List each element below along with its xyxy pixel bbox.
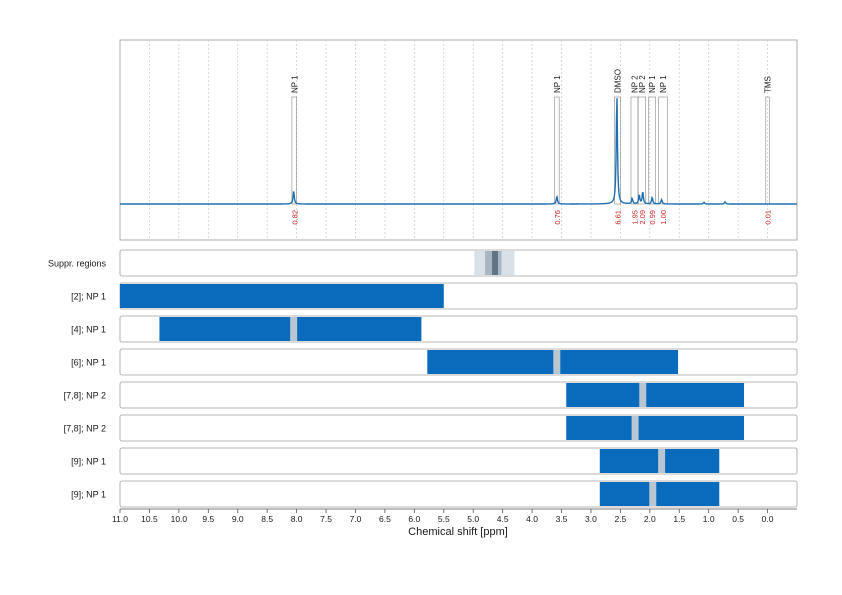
range-gap xyxy=(631,416,639,440)
integral-value: 1.95 xyxy=(631,210,640,225)
x-tick-label: 11.0 xyxy=(112,514,128,524)
x-tick-label: 1.0 xyxy=(703,514,715,524)
peak-label: TMS xyxy=(764,76,773,93)
x-tick-label: 7.0 xyxy=(350,514,362,524)
peak-label: NP 1 xyxy=(659,75,668,93)
suppression-panel: Suppr. regions xyxy=(48,249,798,277)
x-axis-label: Chemical shift [ppm] xyxy=(408,526,508,538)
integral-value: 2.09 xyxy=(638,210,647,225)
x-tick-label: 8.5 xyxy=(261,514,273,524)
range-bar xyxy=(566,416,745,440)
spectrum-line xyxy=(120,98,797,205)
x-tick-label: 0.5 xyxy=(732,514,744,524)
range-bar xyxy=(599,482,720,506)
spectrum-frame xyxy=(119,39,798,241)
peak-label: NP 1 xyxy=(290,75,299,93)
range-row-label: [7,8]; NP 2 xyxy=(64,424,106,434)
x-tick-label: 9.0 xyxy=(232,514,244,524)
x-tick-label: 6.0 xyxy=(408,514,420,524)
x-tick-label: 10.0 xyxy=(171,514,188,524)
range-gap xyxy=(639,383,647,407)
peak-box xyxy=(637,96,647,205)
x-tick-label: 9.5 xyxy=(202,514,214,524)
range-row-label: [9]; NP 1 xyxy=(71,457,106,467)
x-tick-label: 3.0 xyxy=(585,514,597,524)
peak-label: NP 2 xyxy=(631,75,640,93)
x-tick-label: 2.0 xyxy=(644,514,656,524)
suppression-label: Suppr. regions xyxy=(48,259,107,269)
suppression-region-core xyxy=(492,251,498,275)
x-tick-label: 6.5 xyxy=(379,514,391,524)
integral-value: 0.01 xyxy=(764,210,773,225)
range-bar xyxy=(566,383,745,407)
x-tick-label: 5.0 xyxy=(467,514,479,524)
suppression-row-frame xyxy=(119,249,798,277)
integral-value: 1.00 xyxy=(659,210,668,225)
range-row-label: [2]; NP 1 xyxy=(71,292,106,302)
x-tick-label: 4.5 xyxy=(497,514,509,524)
range-gap xyxy=(658,449,666,473)
range-row-label: [6]; NP 1 xyxy=(71,358,106,368)
range-gap xyxy=(290,317,298,341)
x-tick-label: 7.5 xyxy=(320,514,332,524)
peak-box xyxy=(658,96,668,205)
spectrum-panel: NP 1 0.82 NP 1 0.76 DMSO 6.61 NP 2 1.95 NP 2 2.09… xyxy=(119,39,798,241)
range-row-label: [4]; NP 1 xyxy=(71,325,106,335)
peak-box xyxy=(291,96,297,205)
integral-value: 6.61 xyxy=(613,210,622,225)
peak-label: NP 1 xyxy=(553,75,562,93)
integral-value: 0.99 xyxy=(648,210,657,225)
x-tick-label: 10.5 xyxy=(141,514,158,524)
x-axis: 11.0 10.5 10.0 9.5 9.0 8.5 8.0 7.5 7.0 6.5 6.0 5.5 5… xyxy=(112,508,797,524)
x-tick-label: 5.5 xyxy=(438,514,450,524)
range-gap xyxy=(553,350,561,374)
range-gap xyxy=(649,482,657,506)
integral-value: 0.82 xyxy=(290,210,299,225)
range-rows-panel: [2]; NP 1 [4]; NP 1 [6]; NP 1 [7,8]; NP 2 [7… xyxy=(64,282,798,508)
peak-label: NP 1 xyxy=(648,75,657,93)
range-bar xyxy=(120,284,444,308)
x-tick-label: 0.0 xyxy=(762,514,774,524)
peak-box xyxy=(614,96,621,205)
integral-value: 0.76 xyxy=(553,210,562,225)
peak-box xyxy=(554,96,560,205)
peak-label: NP 2 xyxy=(638,75,647,93)
x-tick-label: 8.0 xyxy=(291,514,303,524)
x-tick-label: 3.5 xyxy=(556,514,568,524)
peak-box xyxy=(648,96,657,205)
x-tick-label: 2.5 xyxy=(614,514,626,524)
x-tick-label: 4.0 xyxy=(526,514,538,524)
range-bar xyxy=(427,350,679,374)
x-tick-label: 1.5 xyxy=(673,514,685,524)
range-row-label: [9]; NP 1 xyxy=(71,490,106,500)
peak-label: DMSO xyxy=(613,69,622,93)
range-row-label: [7,8]; NP 2 xyxy=(64,391,106,401)
